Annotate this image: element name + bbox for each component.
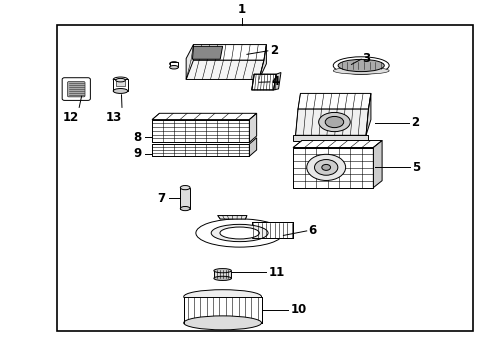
Ellipse shape: [183, 316, 261, 330]
Polygon shape: [295, 109, 368, 135]
Ellipse shape: [314, 159, 337, 175]
Polygon shape: [292, 140, 381, 148]
Ellipse shape: [180, 207, 190, 211]
Text: 10: 10: [289, 303, 306, 316]
Text: 11: 11: [268, 266, 284, 279]
Ellipse shape: [306, 154, 345, 180]
Bar: [113, 80, 127, 91]
Bar: [57, 25, 472, 331]
Polygon shape: [186, 60, 264, 80]
Polygon shape: [186, 45, 193, 80]
Polygon shape: [192, 46, 222, 59]
Text: 2: 2: [410, 116, 418, 129]
Polygon shape: [259, 45, 266, 80]
Bar: [213, 271, 231, 278]
Ellipse shape: [332, 57, 388, 74]
Ellipse shape: [196, 219, 283, 247]
Polygon shape: [292, 148, 372, 188]
Ellipse shape: [211, 224, 267, 242]
Polygon shape: [249, 113, 256, 142]
Ellipse shape: [321, 165, 330, 170]
Ellipse shape: [113, 77, 127, 82]
Text: 5: 5: [411, 161, 419, 174]
Polygon shape: [297, 94, 370, 109]
Text: 3: 3: [362, 52, 369, 65]
Ellipse shape: [113, 89, 127, 94]
Ellipse shape: [213, 269, 231, 273]
Ellipse shape: [337, 59, 384, 72]
Polygon shape: [251, 74, 276, 90]
Text: 9: 9: [133, 147, 141, 160]
Ellipse shape: [169, 62, 178, 66]
Ellipse shape: [213, 276, 231, 280]
Polygon shape: [152, 113, 256, 120]
Ellipse shape: [116, 78, 125, 82]
Ellipse shape: [169, 66, 178, 69]
Ellipse shape: [183, 290, 261, 303]
Polygon shape: [292, 135, 368, 140]
Text: 8: 8: [133, 131, 141, 144]
Text: 2: 2: [269, 44, 277, 57]
Polygon shape: [372, 140, 381, 188]
Bar: [116, 80, 125, 86]
Polygon shape: [273, 72, 281, 90]
Text: 1: 1: [238, 3, 245, 15]
Bar: [183, 297, 261, 323]
FancyBboxPatch shape: [62, 78, 90, 100]
Text: 6: 6: [308, 224, 316, 237]
Ellipse shape: [180, 185, 190, 190]
Polygon shape: [249, 138, 256, 156]
Polygon shape: [217, 216, 246, 219]
Polygon shape: [191, 45, 266, 60]
Ellipse shape: [318, 112, 349, 132]
Ellipse shape: [220, 227, 259, 239]
Polygon shape: [152, 120, 249, 142]
Ellipse shape: [332, 67, 388, 74]
Text: 4: 4: [271, 75, 279, 89]
Text: 13: 13: [106, 111, 122, 124]
Bar: [180, 188, 190, 208]
Ellipse shape: [325, 116, 343, 127]
FancyBboxPatch shape: [67, 82, 85, 97]
Text: 7: 7: [157, 192, 165, 204]
Polygon shape: [366, 94, 370, 135]
Polygon shape: [251, 222, 292, 238]
Text: 12: 12: [62, 111, 79, 124]
Bar: [169, 62, 178, 67]
Polygon shape: [152, 144, 249, 156]
